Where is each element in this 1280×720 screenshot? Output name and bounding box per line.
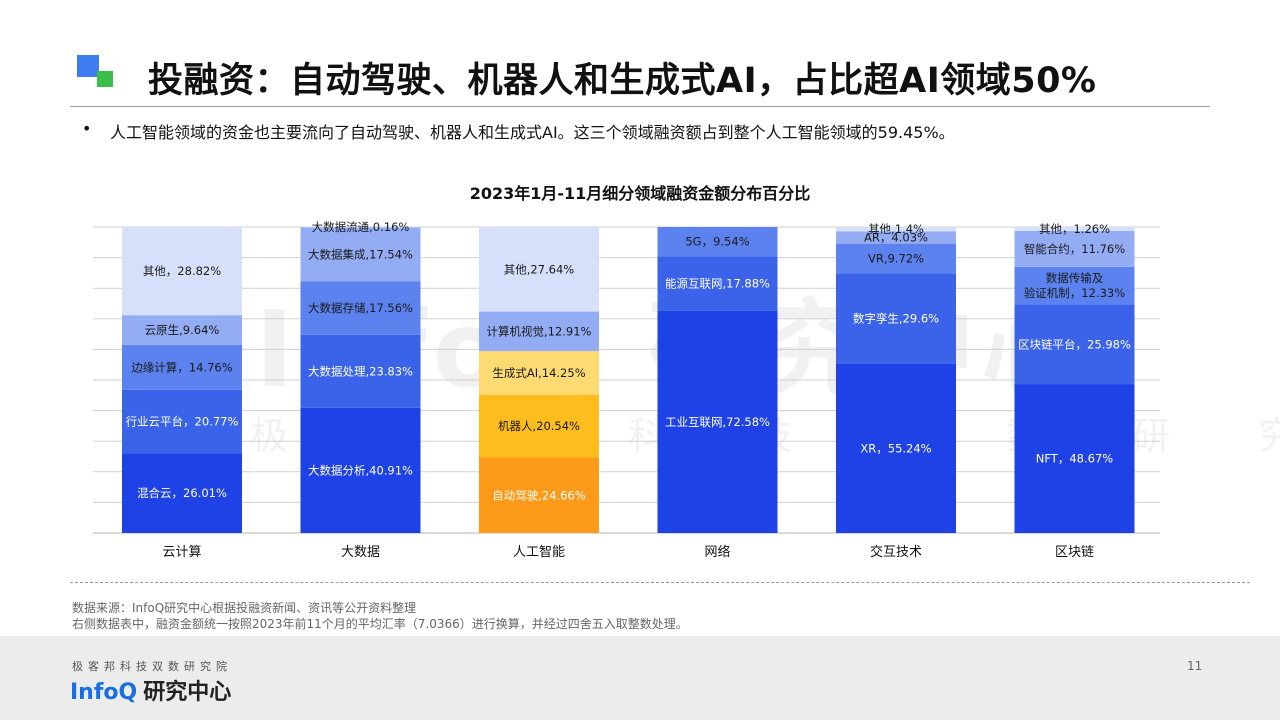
- stacked-bar-chart: 混合云，26.01% 行业云平台，20.77% 边缘计算，14.76% 云原生,9.6…: [93, 220, 1160, 560]
- bar-segment: [122, 227, 242, 316]
- bar-segment: [479, 311, 599, 352]
- title-accent-green-square: [97, 71, 113, 87]
- bar-segment: [657, 256, 778, 311]
- segment-label: 大数据分析,40.91%: [308, 463, 413, 477]
- footer-bar: [0, 636, 1280, 720]
- segment-label: 区块链平台，25.98%: [1018, 337, 1131, 351]
- bar-segment: [836, 243, 956, 274]
- bar-segment: [300, 281, 421, 335]
- segment-label: 5G，9.54%: [685, 235, 749, 249]
- segment-label: 数字孪生,29.6%: [853, 312, 939, 326]
- bullet-text: 人工智能领域的资金也主要流向了自动驾驶、机器人和生成式AI。这三个领域融资额占到…: [110, 123, 955, 142]
- footer-logo-infoq: InfoQ: [70, 680, 138, 705]
- page-title: 投融资：自动驾驶、机器人和生成式AI，占比超AI领域50%: [148, 61, 1097, 101]
- bar-segment: [122, 453, 242, 533]
- bar-segment: [657, 227, 778, 257]
- segment-label: XR，55.24%: [860, 441, 931, 455]
- bar-segment: [300, 334, 421, 408]
- segment-label: 数据传输及: [1046, 271, 1104, 285]
- category-label: 区块链: [1055, 545, 1094, 560]
- page-number: 11: [1187, 659, 1203, 673]
- segment-label: 计算机视觉,12.91%: [486, 324, 591, 338]
- segment-label: 大数据存储,17.56%: [308, 301, 413, 315]
- bar-segment: [479, 394, 599, 458]
- segment-label: 混合云，26.01%: [137, 486, 227, 500]
- bar-segment: [1014, 266, 1135, 305]
- bar-segment: [657, 310, 778, 533]
- footer-org-name: 极客邦科技双数研究院: [72, 660, 232, 673]
- category-label: 云计算: [162, 545, 201, 560]
- source-note: 数据来源：InfoQ研究中心根据投融资新闻、资讯等公开资料整理: [72, 601, 417, 615]
- segment-label: 验证机制，12.33%: [1024, 286, 1125, 300]
- bar-segment: [122, 315, 242, 345]
- bar-segment: [122, 389, 242, 454]
- chart-title: 2023年1月-11月细分领域融资金额分布百分比: [469, 184, 811, 203]
- segment-label: 工业互联网,72.58%: [665, 415, 770, 429]
- footer-logo-cn: 研究中心: [143, 680, 232, 705]
- category-label: 交互技术: [870, 544, 922, 560]
- bar-segment: [1014, 230, 1135, 267]
- source-divider: [70, 582, 1250, 583]
- segment-label: 智能合约，11.76%: [1024, 242, 1125, 256]
- segment-label: 能源互联网,17.88%: [665, 277, 770, 291]
- segment-label: 其他,27.64%: [504, 262, 575, 276]
- exchange-rate-note: 右侧数据表中，融资金额统一按照2023年前11个月的平均汇率（7.0366）进行…: [72, 617, 688, 631]
- bar-segment: [836, 363, 956, 533]
- bar-segment: [479, 457, 599, 533]
- bar-segment: [836, 273, 956, 364]
- bullet-marker: •: [82, 119, 92, 138]
- bar-segment: [479, 227, 599, 312]
- bar-segment: [300, 407, 421, 533]
- segment-label: AR，4.03%: [864, 230, 928, 244]
- segment-label: 其他，1.26%: [1039, 222, 1110, 236]
- bar-segment: [1014, 227, 1135, 231]
- segment-label: 生成式AI,14.25%: [492, 366, 585, 380]
- category-label: 大数据: [341, 545, 380, 560]
- segment-label: 行业云平台，20.77%: [126, 415, 239, 429]
- bar-segment: [1014, 384, 1135, 533]
- category-label: 网络: [704, 544, 730, 560]
- segment-label: 其他，28.82%: [143, 264, 221, 278]
- segment-label: 大数据处理,23.83%: [308, 364, 413, 378]
- category-label: 人工智能: [513, 545, 565, 560]
- segment-label: 边缘计算，14.76%: [131, 360, 232, 374]
- bar-segment: [300, 227, 421, 282]
- segment-label: NFT，48.67%: [1036, 452, 1113, 466]
- bar-segment: [836, 227, 956, 232]
- segment-label: 其他,1.4%: [868, 222, 924, 236]
- bar-segment: [1014, 304, 1135, 385]
- segment-label: 机器人,20.54%: [498, 419, 580, 433]
- segment-label: 云原生,9.64%: [145, 323, 220, 337]
- bar-segment: [479, 351, 599, 395]
- title-divider: [70, 106, 1210, 107]
- title-accent-blue-square: [77, 55, 99, 77]
- segment-label: VR,9.72%: [868, 251, 924, 265]
- segment-label: 自动驾驶,24.66%: [492, 488, 586, 502]
- segment-label: 大数据流通,0.16%: [312, 220, 410, 234]
- bar-segment: [836, 231, 956, 244]
- bar-segment: [122, 344, 242, 390]
- segment-label: 大数据集成,17.54%: [308, 247, 413, 261]
- footer-logo: InfoQ 研究中心: [70, 674, 231, 706]
